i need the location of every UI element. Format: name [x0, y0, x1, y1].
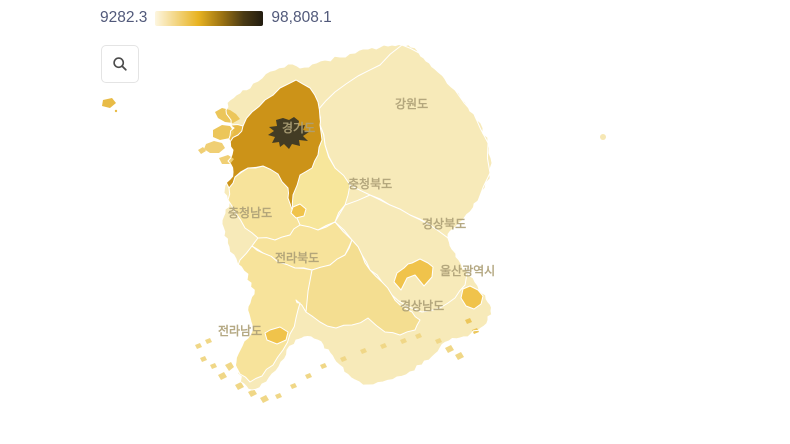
svg-text:충청남도: 충청남도 [228, 205, 272, 220]
svg-text:충청북도: 충청북도 [348, 176, 392, 191]
svg-text:전라북도: 전라북도 [275, 250, 319, 265]
svg-text:경상남도: 경상남도 [400, 298, 444, 313]
svg-text:전라남도: 전라남도 [218, 323, 262, 338]
svg-text:강원도: 강원도 [395, 97, 428, 111]
svg-text:경상북도: 경상북도 [422, 216, 466, 231]
svg-text:울산광역시: 울산광역시 [440, 263, 495, 278]
svg-text:경기도: 경기도 [282, 120, 315, 135]
